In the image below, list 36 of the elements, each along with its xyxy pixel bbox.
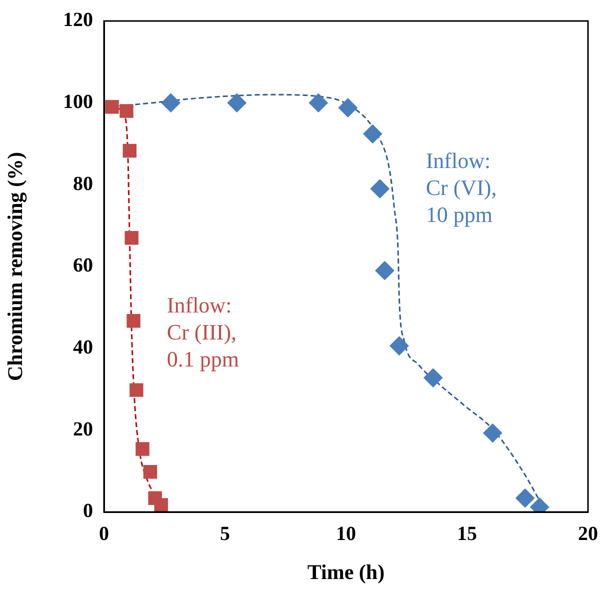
y-tick-label: 80 xyxy=(73,172,93,195)
point xyxy=(363,124,382,144)
annotation: Inflow: Cr (III), 0.1 ppm xyxy=(166,292,240,372)
point xyxy=(375,261,394,280)
point xyxy=(154,498,168,512)
y-tick-label: 120 xyxy=(63,9,93,32)
point xyxy=(126,314,140,328)
point xyxy=(516,488,535,508)
point xyxy=(161,93,180,112)
x-tick-label: 0 xyxy=(99,523,109,546)
y-tick-label: 0 xyxy=(83,500,93,522)
point xyxy=(338,98,358,118)
x-tick-label: 5 xyxy=(220,523,230,546)
x-tick-label: 20 xyxy=(578,523,598,546)
point xyxy=(122,144,137,158)
y-tick-label: 60 xyxy=(73,254,93,277)
point xyxy=(483,424,502,443)
point xyxy=(424,368,443,388)
point xyxy=(124,230,138,245)
point xyxy=(130,383,144,397)
point xyxy=(120,104,134,118)
y-tick-label: 100 xyxy=(63,91,93,114)
point xyxy=(143,465,158,479)
point xyxy=(105,100,119,114)
point xyxy=(227,93,246,112)
x-tick-label: 10 xyxy=(336,523,356,546)
y-tick-label: 20 xyxy=(73,418,93,440)
point xyxy=(370,179,390,198)
x-tick-label: 15 xyxy=(457,523,477,546)
point xyxy=(308,93,328,112)
point xyxy=(390,336,409,356)
y-tick-label: 40 xyxy=(73,336,93,359)
y-axis-title: Chromium removing (%) xyxy=(3,152,28,382)
annotation: Inflow: Cr (VI), 10 ppm xyxy=(426,148,497,227)
point xyxy=(136,442,150,456)
x-axis-title: Time (h) xyxy=(307,560,385,584)
